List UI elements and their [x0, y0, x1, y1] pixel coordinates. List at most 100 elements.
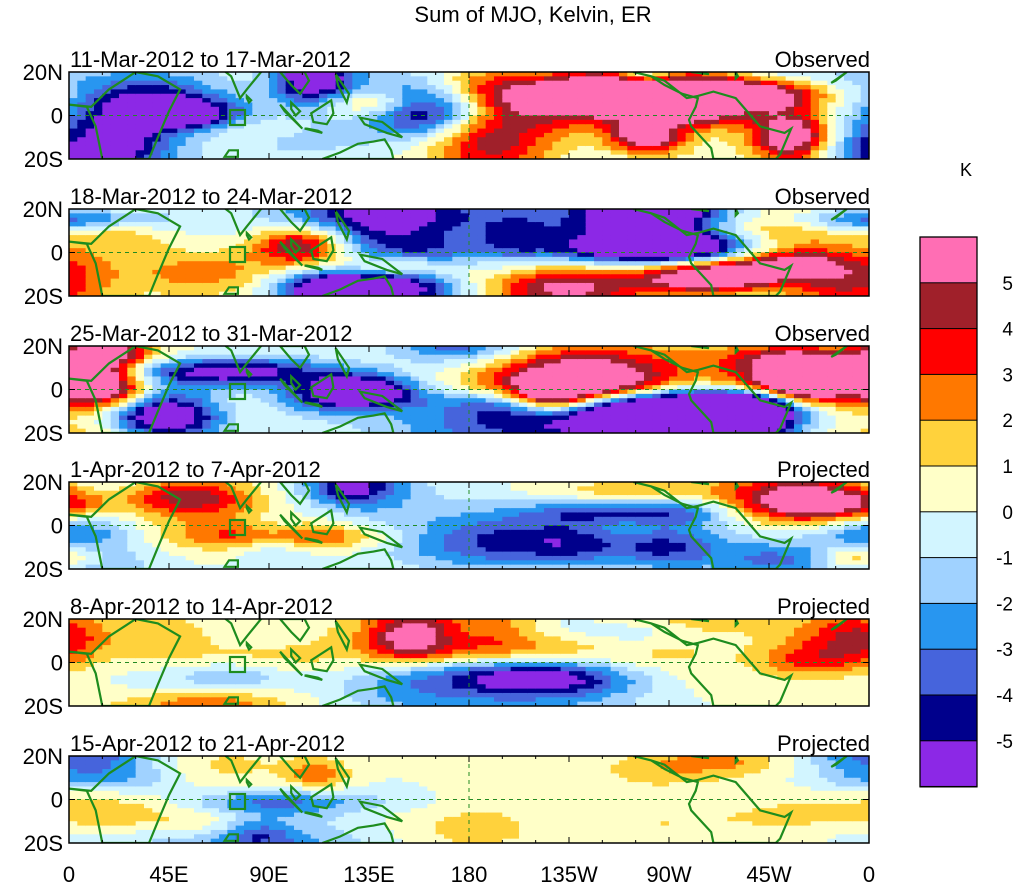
anomaly-cell [535, 145, 545, 151]
anomaly-cell [169, 411, 178, 417]
anomaly-cell [860, 93, 869, 99]
anomaly-cell [144, 424, 153, 430]
anomaly-cell [185, 411, 195, 417]
anomaly-cell [810, 150, 820, 156]
anomaly-cell [685, 217, 695, 223]
anomaly-cell [235, 354, 245, 360]
anomaly-cell [610, 98, 620, 104]
anomaly-cell [769, 137, 778, 143]
anomaly-cell [760, 119, 770, 125]
anomaly-cell [535, 243, 545, 249]
anomaly-cell [377, 106, 387, 112]
anomaly-cell [702, 150, 712, 156]
anomaly-cell [235, 154, 245, 159]
anomaly-cell [194, 398, 203, 404]
anomaly-cell [852, 154, 862, 159]
anomaly-cell [277, 406, 287, 412]
anomaly-cell [94, 380, 103, 386]
anomaly-cell [477, 141, 487, 147]
anomaly-cell [202, 115, 212, 121]
anomaly-cell [702, 119, 712, 125]
anomaly-cell [302, 278, 312, 284]
anomaly-cell [202, 102, 212, 108]
anomaly-cell [844, 248, 853, 254]
anomaly-cell [435, 411, 445, 417]
anomaly-cell [310, 248, 320, 254]
anomaly-cell [252, 132, 262, 138]
anomaly-cell [227, 372, 237, 378]
anomaly-cell [177, 85, 187, 90]
coastline [633, 72, 794, 159]
anomaly-cell [260, 209, 270, 214]
anomaly-cell [219, 380, 228, 386]
anomaly-cell [427, 424, 437, 430]
anomaly-cell [485, 265, 495, 271]
anomaly-cell [419, 209, 428, 214]
anomaly-cell [802, 217, 812, 223]
anomaly-cell [860, 235, 869, 241]
anomaly-cell [710, 128, 720, 134]
anomaly-cell [110, 132, 120, 138]
anomaly-cell [85, 350, 95, 356]
anomaly-cell [519, 150, 528, 156]
anomaly-cell [194, 346, 203, 351]
anomaly-cell [819, 72, 828, 77]
anomaly-cell [502, 217, 512, 223]
anomaly-cell [769, 102, 778, 108]
anomaly-cell [710, 248, 720, 254]
anomaly-cell [185, 359, 195, 364]
anomaly-cell [394, 89, 403, 95]
anomaly-cell [210, 111, 220, 117]
anomaly-cell [602, 291, 612, 296]
anomaly-cell [452, 137, 462, 143]
anomaly-cell [310, 145, 320, 151]
anomaly-cell [352, 424, 362, 430]
anomaly-cell [827, 93, 837, 99]
anomaly-cell [419, 239, 428, 245]
anomaly-cell [660, 80, 670, 86]
anomaly-cell [152, 124, 162, 130]
anomaly-cell [510, 291, 520, 296]
anomaly-cell [185, 415, 195, 421]
anomaly-cell [652, 102, 662, 108]
anomaly-cell [435, 424, 445, 430]
anomaly-cell [85, 252, 95, 258]
anomaly-cell [285, 406, 295, 412]
anomaly-cell [269, 359, 278, 364]
anomaly-cell [719, 76, 728, 82]
anomaly-cell [785, 132, 795, 138]
anomaly-cell [360, 132, 370, 138]
anomaly-cell [260, 137, 270, 143]
anomaly-cell [135, 252, 145, 258]
anomaly-cell [477, 226, 487, 232]
anomaly-cell [735, 106, 745, 112]
anomaly-cell [677, 269, 687, 275]
anomaly-cell [127, 274, 137, 280]
anomaly-cell [452, 217, 462, 223]
anomaly-cell [69, 419, 78, 425]
anomaly-cell [277, 226, 287, 232]
anomaly-cell [419, 282, 428, 288]
anomaly-cell [419, 415, 428, 421]
anomaly-cell [252, 385, 262, 391]
anomaly-field [69, 209, 869, 296]
anomaly-cell [310, 141, 320, 147]
anomaly-cell [335, 411, 345, 417]
anomaly-cell [652, 154, 662, 159]
anomaly-cell [327, 128, 337, 134]
anomaly-cell [244, 424, 253, 430]
anomaly-cell [402, 119, 412, 125]
anomaly-cell [335, 235, 345, 241]
anomaly-cell [677, 128, 687, 134]
anomaly-cell [627, 137, 637, 143]
anomaly-cell [602, 119, 612, 125]
anomaly-cell [652, 85, 662, 90]
anomaly-cell [552, 132, 562, 138]
anomaly-cell [360, 85, 370, 90]
anomaly-cell [202, 376, 212, 382]
anomaly-cell [369, 72, 378, 77]
anomaly-cell [127, 102, 137, 108]
anomaly-cell [560, 115, 570, 121]
anomaly-cell [627, 72, 637, 77]
anomaly-cell [452, 291, 462, 296]
